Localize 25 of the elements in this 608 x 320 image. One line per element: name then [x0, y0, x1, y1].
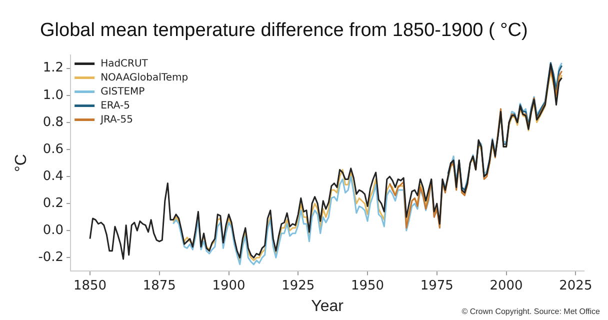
x-tick-label: 2025 — [559, 278, 592, 294]
legend-label: GISTEMP — [100, 86, 145, 98]
x-tick-label: 1950 — [350, 278, 384, 294]
legend-label: HadCRUT — [100, 58, 149, 70]
y-tick-label: 0.0 — [42, 223, 64, 238]
x-tick-label: 1925 — [282, 278, 315, 294]
text: © Crown Copyright. Source: Met Office — [462, 307, 600, 316]
x-tick-label: 2000 — [490, 278, 523, 294]
legend-label: JRA-55 — [100, 114, 134, 126]
x-tick-label: 1900 — [212, 278, 246, 294]
y-tick-label: 0.6 — [42, 142, 64, 157]
x-axis-title: Year — [311, 298, 344, 315]
x-tick-label: 1875 — [142, 278, 176, 294]
y-tick-label: 0.8 — [42, 114, 64, 130]
legend-label: NOAAGlobalTemp — [100, 72, 188, 84]
y-tick-label: 1.2 — [42, 60, 64, 76]
legend-label: ERA-5 — [100, 100, 130, 112]
y-tick-label: -0.2 — [38, 250, 64, 266]
y-tick-label: 0.4 — [42, 168, 64, 184]
x-tick-label: 1975 — [420, 278, 454, 294]
chart-title: Global mean temperature difference from 1850-1900 ( °C) — [40, 20, 528, 42]
x-tick-label: 1850 — [73, 278, 107, 294]
y-tick-label: 0.2 — [42, 196, 64, 211]
y-tick-label: 1.0 — [42, 88, 64, 103]
y-axis-title: °C — [13, 154, 30, 172]
